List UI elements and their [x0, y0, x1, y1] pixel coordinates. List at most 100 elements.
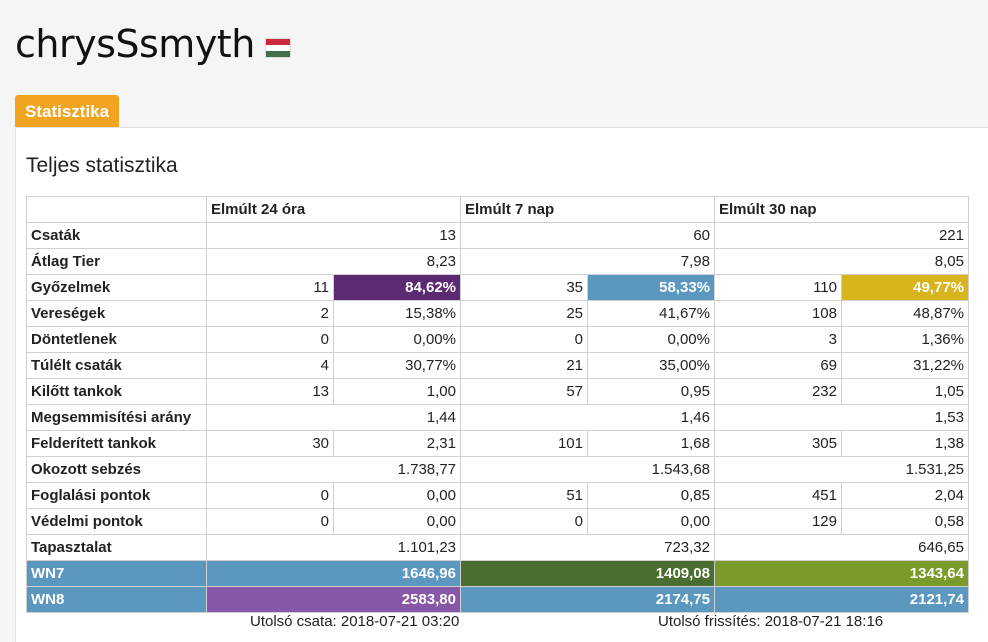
ratio-cell: 2,31: [333, 430, 461, 457]
table-row: Védelmi pontok 0 0,00 0 0,00 129 0,58: [26, 508, 969, 535]
count-cell: 35: [460, 274, 588, 301]
value-cell: 2583,80: [206, 586, 461, 613]
header-24h: Elmúlt 24 óra: [206, 196, 461, 223]
value-cell: 60: [460, 222, 715, 249]
ratio-cell: 1,00: [333, 378, 461, 405]
table-row: Győzelmek 11 84,62% 35 58,33% 110 49,77%: [26, 274, 969, 301]
row-label: Átlag Tier: [26, 248, 207, 275]
ratio-cell: 35,00%: [587, 352, 715, 379]
tab-statisztika[interactable]: Statisztika: [15, 95, 120, 128]
ratio-cell: 41,67%: [587, 300, 715, 327]
header-cell-empty: [26, 196, 207, 223]
value-cell: 1.531,25: [714, 456, 969, 483]
header-7d: Elmúlt 7 nap: [460, 196, 715, 223]
count-cell: 0: [206, 508, 334, 535]
value-cell: 221: [714, 222, 969, 249]
count-cell: 108: [714, 300, 842, 327]
value-cell: 13: [206, 222, 461, 249]
table-row: Átlag Tier 8,23 7,98 8,05: [26, 248, 969, 275]
value-cell: 1,53: [714, 404, 969, 431]
winrate-cell: 84,62%: [333, 274, 461, 301]
table-row: Okozott sebzés 1.738,77 1.543,68 1.531,25: [26, 456, 969, 483]
table-row: WN8 2583,80 2174,75 2121,74: [26, 586, 969, 613]
count-cell: 0: [206, 326, 334, 353]
count-cell: 25: [460, 300, 588, 327]
count-cell: 3: [714, 326, 842, 353]
last-battle-text: Utolsó csata: 2018-07-21 03:20: [250, 613, 460, 630]
table-row: WN7 1646,96 1409,08 1343,64: [26, 560, 969, 587]
value-cell: 7,98: [460, 248, 715, 275]
tab-divider: [15, 127, 988, 128]
value-cell: 1.101,23: [206, 534, 461, 561]
last-refresh-text: Utolsó frissítés: 2018-07-21 18:16: [658, 613, 884, 630]
count-cell: 51: [460, 482, 588, 509]
row-label: Túlélt csaták: [26, 352, 207, 379]
ratio-cell: 0,00: [587, 508, 715, 535]
winrate-cell: 58,33%: [587, 274, 715, 301]
table-row: Megsemmisítési arány 1,44 1,46 1,53: [26, 404, 969, 431]
ratio-cell: 0,00: [333, 482, 461, 509]
count-cell: 0: [460, 326, 588, 353]
player-header: chrysSsmyth: [15, 22, 291, 66]
count-cell: 11: [206, 274, 334, 301]
count-cell: 110: [714, 274, 842, 301]
count-cell: 451: [714, 482, 842, 509]
value-cell: 646,65: [714, 534, 969, 561]
count-cell: 69: [714, 352, 842, 379]
value-cell: 2174,75: [460, 586, 715, 613]
ratio-cell: 2,04: [841, 482, 969, 509]
value-cell: 723,32: [460, 534, 715, 561]
count-cell: 4: [206, 352, 334, 379]
row-label: Csaták: [26, 222, 207, 249]
row-label: Felderített tankok: [26, 430, 207, 457]
ratio-cell: 0,00%: [587, 326, 715, 353]
ratio-cell: 1,36%: [841, 326, 969, 353]
ratio-cell: 48,87%: [841, 300, 969, 327]
stats-panel: Teljes statisztika Elmúlt 24 óra Elmúlt …: [15, 128, 988, 642]
table-row: Vereségek 2 15,38% 25 41,67% 108 48,87%: [26, 300, 969, 327]
ratio-cell: 0,00%: [333, 326, 461, 353]
tab-bar: Statisztika: [15, 95, 988, 128]
row-label: Foglalási pontok: [26, 482, 207, 509]
ratio-cell: 1,38: [841, 430, 969, 457]
row-label: Döntetlenek: [26, 326, 207, 353]
ratio-cell: 1,68: [587, 430, 715, 457]
count-cell: 0: [206, 482, 334, 509]
table-row: Döntetlenek 0 0,00% 0 0,00% 3 1,36%: [26, 326, 969, 353]
value-cell: 8,23: [206, 248, 461, 275]
count-cell: 305: [714, 430, 842, 457]
table-row: Túlélt csaták 4 30,77% 21 35,00% 69 31,22%: [26, 352, 969, 379]
panel-title: Teljes statisztika: [26, 154, 178, 177]
count-cell: 30: [206, 430, 334, 457]
stats-table: Elmúlt 24 óra Elmúlt 7 nap Elmúlt 30 nap…: [26, 196, 969, 613]
hungary-flag-icon: [264, 38, 291, 58]
ratio-cell: 15,38%: [333, 300, 461, 327]
count-cell: 101: [460, 430, 588, 457]
value-cell: 1,44: [206, 404, 461, 431]
value-cell: 1409,08: [460, 560, 715, 587]
ratio-cell: 1,05: [841, 378, 969, 405]
value-cell: 1343,64: [714, 560, 969, 587]
ratio-cell: 0,85: [587, 482, 715, 509]
row-label: WN8: [26, 586, 207, 613]
count-cell: 232: [714, 378, 842, 405]
table-row: Kilőtt tankok 13 1,00 57 0,95 232 1,05: [26, 378, 969, 405]
table-row: Felderített tankok 30 2,31 101 1,68 305 1,38: [26, 430, 969, 457]
ratio-cell: 0,00: [333, 508, 461, 535]
table-row: Foglalási pontok 0 0,00 51 0,85 451 2,04: [26, 482, 969, 509]
row-label: Védelmi pontok: [26, 508, 207, 535]
table-row: Csaták 13 60 221: [26, 222, 969, 249]
row-label: Vereségek: [26, 300, 207, 327]
ratio-cell: 31,22%: [841, 352, 969, 379]
ratio-cell: 0,58: [841, 508, 969, 535]
count-cell: 13: [206, 378, 334, 405]
winrate-cell: 49,77%: [841, 274, 969, 301]
row-label: Megsemmisítési arány: [26, 404, 207, 431]
row-label: Okozott sebzés: [26, 456, 207, 483]
row-label: Tapasztalat: [26, 534, 207, 561]
table-header-row: Elmúlt 24 óra Elmúlt 7 nap Elmúlt 30 nap: [26, 196, 969, 223]
count-cell: 2: [206, 300, 334, 327]
player-name: chrysSsmyth: [15, 22, 255, 66]
row-label: Győzelmek: [26, 274, 207, 301]
value-cell: 8,05: [714, 248, 969, 275]
